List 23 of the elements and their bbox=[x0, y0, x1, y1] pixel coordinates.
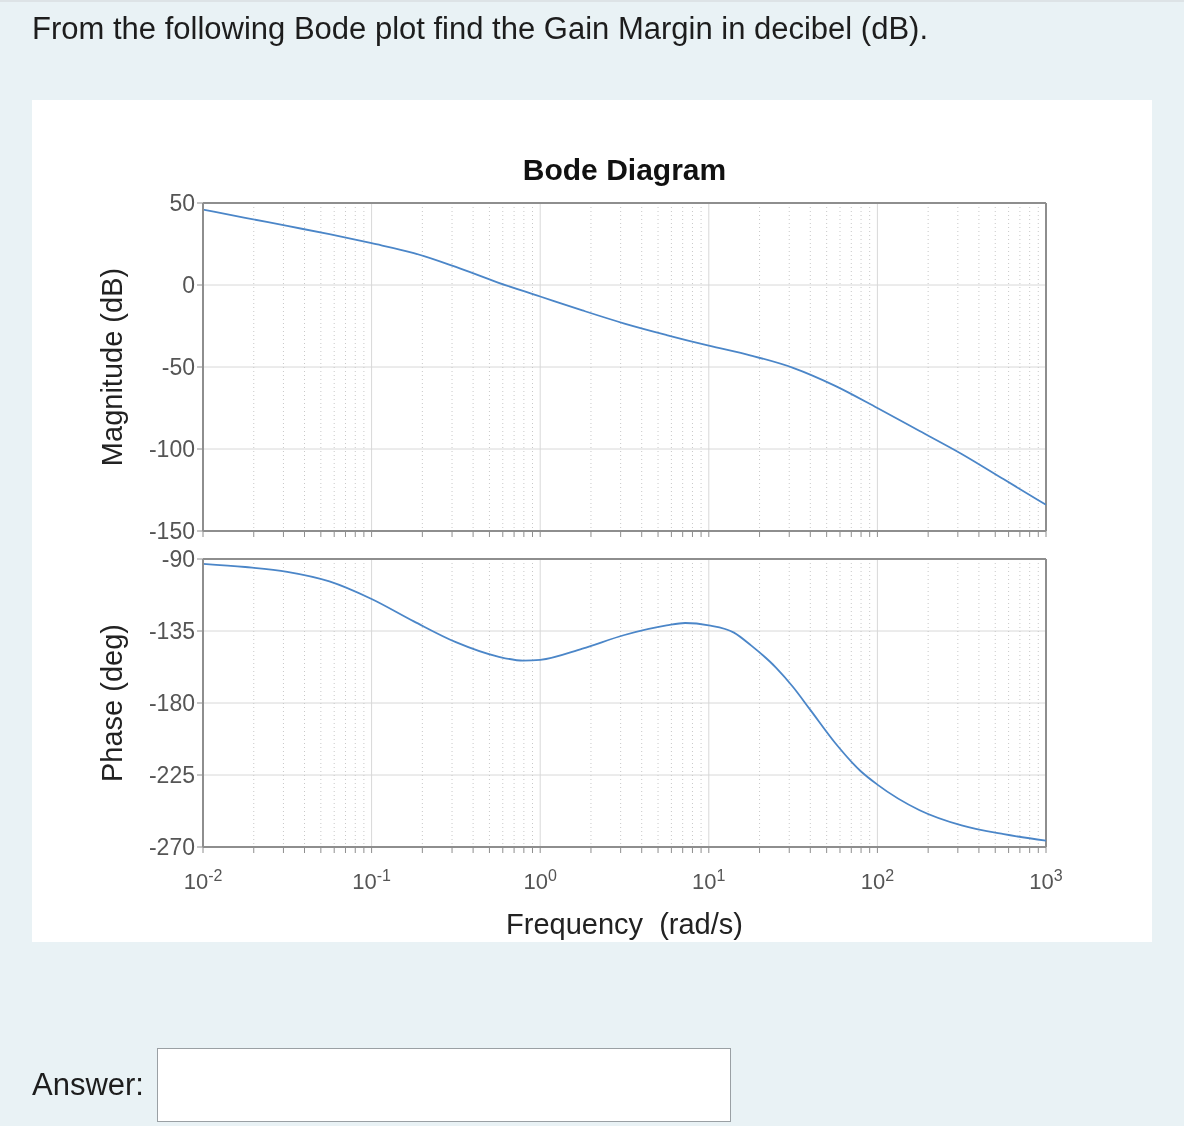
y-tick-label: -270 bbox=[148, 834, 195, 860]
line-series bbox=[203, 208, 1046, 506]
text: Answer: bbox=[32, 1066, 144, 1104]
y-tick-label: -225 bbox=[148, 762, 195, 788]
x-tick-label: 10$^{3}$ bbox=[1029, 866, 1063, 894]
y-tick-label: 50 bbox=[169, 190, 195, 216]
y-axis-title: Magnitude (dB) bbox=[96, 267, 130, 467]
x-tick-label: 10$^{1}$ bbox=[692, 866, 726, 894]
x-tick-label: 10$^{-1}$ bbox=[352, 866, 392, 894]
y-tick-label: -90 bbox=[161, 546, 195, 572]
y-tick-label: -180 bbox=[148, 690, 195, 716]
y-tick-label: -135 bbox=[148, 618, 195, 644]
y-tick-label: 0 bbox=[182, 272, 195, 298]
y-tick-label: -100 bbox=[148, 436, 195, 462]
chart-title: Bode Diagram bbox=[522, 153, 727, 188]
x-axis-title: Frequency (rad/s) bbox=[506, 908, 743, 942]
text: From the following Bode plot find the Gain Margin in decibel (dB). bbox=[32, 10, 929, 48]
x-tick-label: 10$^{2}$ bbox=[860, 866, 895, 894]
y-axis-title: Phase (deg) bbox=[96, 624, 130, 782]
y-tick-label: -150 bbox=[148, 518, 195, 544]
y-tick-label: -50 bbox=[161, 354, 195, 380]
x-tick-label: 10$^{-2}$ bbox=[183, 866, 223, 894]
x-tick-label: 10$^{0}$ bbox=[523, 866, 557, 894]
